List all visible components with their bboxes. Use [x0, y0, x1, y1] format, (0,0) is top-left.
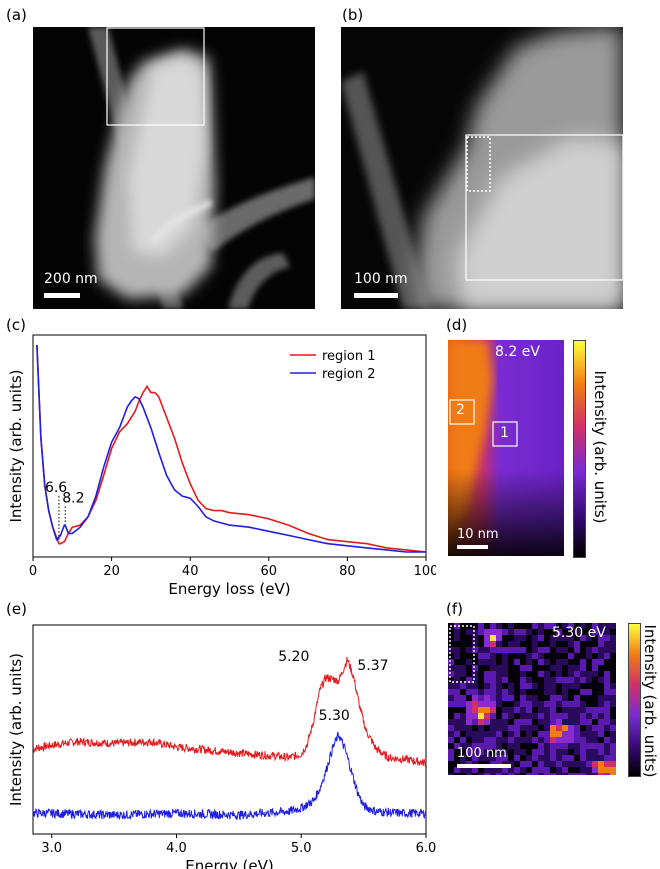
legend-label-c-2: region 2	[322, 367, 376, 382]
scale-bar-f	[457, 764, 511, 768]
annotation-label-6.6: 6.6	[45, 480, 67, 496]
micrograph-b: 100 nm	[341, 27, 623, 309]
panel-label-c: (c)	[6, 316, 26, 334]
x-tick-label-c: 20	[103, 564, 120, 579]
x-tick-label-e: 5.0	[291, 841, 312, 856]
micrograph-b-image	[341, 27, 623, 309]
chart-c: 0 20 40 60 80 100 6.68.2 region 1 region 2 Energy…	[7, 334, 436, 598]
colorbar-f	[628, 623, 641, 777]
region-2-box	[449, 399, 475, 425]
map-d-image	[448, 340, 564, 556]
panel-label-b: (b)	[342, 6, 364, 24]
scale-bar-a	[44, 293, 80, 298]
panel-label-d: (d)	[446, 316, 468, 334]
region-1-label: 1	[500, 425, 509, 441]
series-line-e-2	[32, 731, 427, 821]
map-f: 5.30 eV 100 nm	[448, 623, 616, 775]
region-2-label: 2	[456, 402, 465, 418]
scale-bar-a-label: 200 nm	[44, 271, 98, 287]
chart-e-frame	[32, 624, 427, 835]
peak-label-5.20: 5.20	[278, 649, 309, 665]
map-d-energy: 8.2 eV	[495, 344, 540, 360]
analysis-region-box	[465, 134, 623, 281]
x-tick-label-e: 4.0	[166, 841, 187, 856]
scale-bar-d	[457, 545, 488, 549]
x-tick-label-c: 40	[182, 564, 199, 579]
micrograph-a: 200 nm	[33, 27, 315, 309]
chart-c-frame	[32, 334, 427, 558]
y-axis-label-e: Intensity (arb. units)	[7, 653, 25, 806]
x-tick-label-c: 100	[414, 564, 436, 579]
dotted-region-box-f	[449, 625, 475, 683]
x-axis-label-c: Energy loss (eV)	[168, 580, 290, 598]
annotation-label-8.2: 8.2	[62, 490, 84, 506]
region-1-box	[492, 421, 518, 447]
x-tick-label-c: 60	[261, 564, 278, 579]
series-line-c-1	[36, 344, 427, 553]
y-axis-label-c: Intensity (arb. units)	[7, 369, 25, 522]
panel-label-f: (f)	[446, 600, 463, 618]
zoom-region-box	[106, 27, 205, 126]
x-tick-label-c: 80	[339, 564, 356, 579]
panel-label-a: (a)	[6, 6, 27, 24]
peak-label-5.37: 5.37	[357, 658, 388, 674]
scale-bar-f-label: 100 nm	[457, 746, 507, 761]
x-tick-label-e: 6.0	[416, 841, 437, 856]
micrograph-a-image	[33, 27, 315, 309]
x-tick-label-c: 0	[29, 564, 37, 579]
series-line-c-2	[36, 344, 426, 553]
colorbar-d-label: Intensity (arb. units)	[591, 370, 609, 524]
scale-bar-b-label: 100 nm	[354, 271, 408, 287]
map-f-energy: 5.30 eV	[552, 625, 606, 641]
colorbar-d	[573, 340, 586, 558]
chart-e: 3.0 4.0 5.0 6.0 5.20 5.37 5.30 Energy (eV) Inten…	[7, 624, 437, 869]
scale-bar-b	[354, 293, 398, 298]
colorbar-f-label: Intensity (arb. units)	[641, 624, 659, 778]
legend-label-c-1: region 1	[322, 349, 376, 364]
scale-bar-d-label: 10 nm	[457, 527, 499, 542]
dotted-region-box	[466, 136, 491, 192]
x-axis-label-e: Energy (eV)	[185, 857, 273, 869]
map-d: 2 1 8.2 eV 10 nm	[448, 340, 564, 556]
x-tick-label-e: 3.0	[41, 841, 62, 856]
panel-label-e: (e)	[6, 600, 27, 618]
series-line-e-1	[32, 656, 427, 767]
peak-label-5.30: 5.30	[319, 708, 350, 724]
